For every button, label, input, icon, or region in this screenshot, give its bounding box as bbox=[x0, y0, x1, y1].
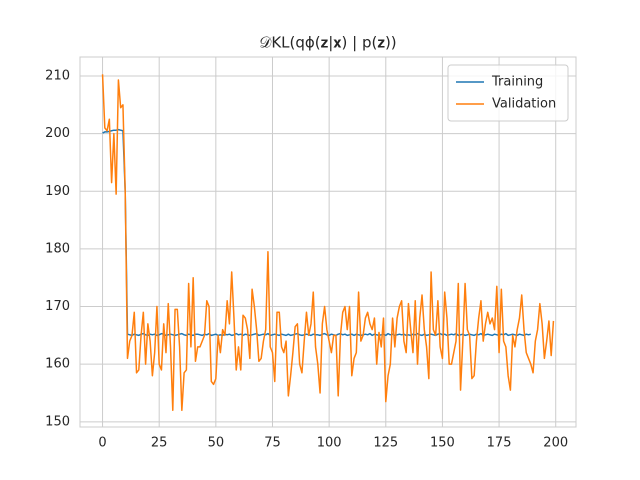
plot-frame bbox=[79, 56, 577, 428]
y-tick-label: 150 bbox=[45, 414, 70, 429]
x-tick-label: 0 bbox=[98, 436, 106, 451]
y-tick-label: 210 bbox=[45, 69, 70, 84]
chart-title: 𝒟KL(qϕ(𝐳|𝐱) | p(𝐳)) bbox=[259, 34, 396, 52]
y-tick-label: 190 bbox=[45, 184, 70, 199]
legend-label: Validation bbox=[492, 97, 556, 112]
x-tick-label: 125 bbox=[373, 436, 398, 451]
x-tick-label: 100 bbox=[317, 436, 342, 451]
x-tick-label: 200 bbox=[543, 436, 568, 451]
y-tick-label: 170 bbox=[45, 299, 70, 314]
x-tick-label: 50 bbox=[208, 436, 225, 451]
x-tick-label: 150 bbox=[430, 436, 455, 451]
line-series bbox=[101, 74, 555, 412]
legend-box bbox=[447, 64, 569, 122]
y-tick-label: 200 bbox=[45, 126, 70, 141]
x-tick-label: 75 bbox=[264, 436, 281, 451]
legend-label: Training bbox=[491, 75, 543, 90]
y-tick-label: 180 bbox=[45, 241, 70, 256]
x-tick-label: 25 bbox=[151, 436, 168, 451]
y-tick-label: 160 bbox=[45, 357, 70, 372]
x-tick-label: 175 bbox=[487, 436, 512, 451]
